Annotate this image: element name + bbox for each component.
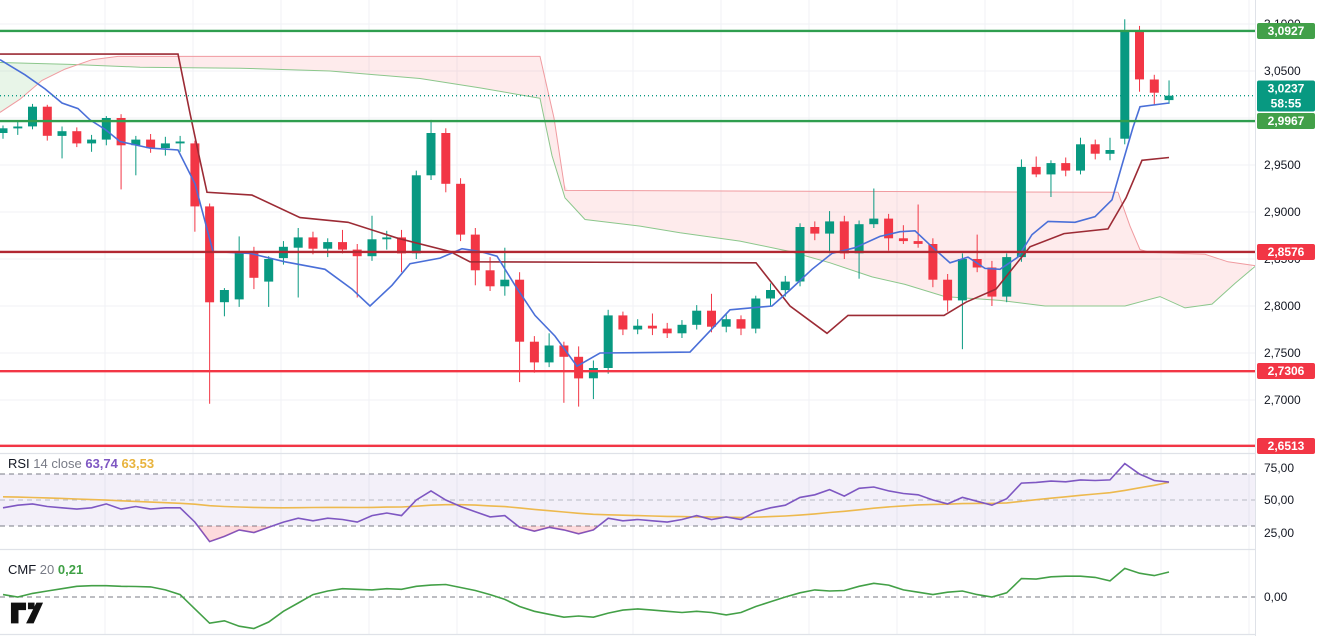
rsi-line: [2, 462, 1170, 543]
price-tick-label: 3,0500: [1264, 64, 1301, 78]
rsi-legend[interactable]: RSI 14 close 63,74 63,53: [6, 456, 159, 472]
price-tick-label: 2,8000: [1264, 299, 1301, 313]
rsi-tick-label: 50,00: [1264, 493, 1295, 507]
price-level-badge: 2,6513: [1257, 438, 1315, 454]
cmf-legend[interactable]: CMF 20 0,21: [6, 562, 88, 578]
price-level-badge: 2,9967: [1257, 113, 1315, 129]
price-level-badge: 2,8576: [1257, 244, 1315, 260]
kijun-line: [0, 53, 1170, 335]
cmf-line: [2, 567, 1170, 630]
price-axis[interactable]: 3,10003,05002,95002,90002,85002,80002,75…: [1255, 0, 1317, 636]
rsi-params: 14 close: [33, 456, 82, 471]
cmf-tick-label: 0,00: [1264, 590, 1288, 604]
rsi-title: RSI: [8, 456, 30, 471]
price-level-badge: 2,7306: [1257, 363, 1315, 379]
price-tick-label: 2,7000: [1264, 393, 1301, 407]
rsi-tick-label: 75,00: [1264, 461, 1295, 475]
rsi-value: 63,74: [85, 456, 118, 471]
tenkan-line: [0, 59, 1170, 368]
cmf-title: CMF: [8, 562, 37, 577]
tradingview-logo-icon: [10, 602, 44, 624]
rsi-ma-value: 63,53: [121, 456, 155, 471]
candlestick-series: [0, 19, 1174, 407]
rsi-tick-label: 25,00: [1264, 526, 1295, 540]
price-tick-label: 2,7500: [1264, 346, 1301, 360]
price-tick-label: 2,9500: [1264, 158, 1301, 172]
price-tick-label: 2,9000: [1264, 205, 1301, 219]
cmf-value: 0,21: [57, 562, 84, 577]
cmf-params: 20: [39, 562, 55, 577]
price-level-badge: 3,0927: [1257, 23, 1315, 39]
candle-countdown: 58:55: [1270, 96, 1302, 111]
current-price-badge: 3,0237 58:55: [1257, 80, 1315, 112]
rsi-ma-line: [2, 481, 1170, 519]
tradingview-logo[interactable]: [10, 601, 44, 625]
